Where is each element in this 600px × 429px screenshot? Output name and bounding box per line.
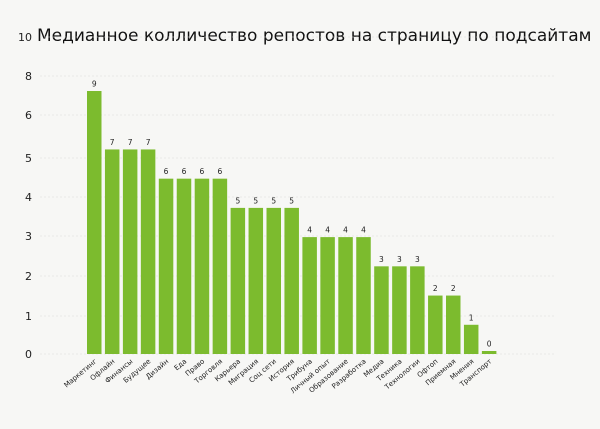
- data-label: 5: [289, 196, 294, 205]
- bar: [481, 351, 497, 354]
- data-label: 3: [415, 255, 420, 264]
- bar: [338, 237, 353, 354]
- bar: [374, 266, 389, 354]
- y-tick-label: 4: [25, 191, 32, 204]
- data-label: 6: [218, 167, 223, 176]
- data-label: 3: [379, 255, 384, 264]
- data-label: 4: [343, 226, 348, 235]
- bar: [446, 295, 461, 354]
- bar: [230, 207, 246, 354]
- data-label: 4: [307, 226, 312, 235]
- data-label: 2: [451, 284, 456, 293]
- bar: [392, 266, 407, 354]
- bars: [87, 91, 497, 354]
- y-tick-label: 3: [25, 230, 32, 243]
- data-labels: 9 7 7 7 6 6 6 6 5 5 5 5 4 4 4 4 3 3 3 2 2 1 0: [92, 80, 492, 349]
- data-label: 6: [164, 167, 169, 176]
- bar: [356, 237, 371, 354]
- data-label: 6: [182, 167, 187, 176]
- bar: [122, 149, 138, 354]
- bar: [284, 207, 299, 354]
- bar: [428, 295, 443, 354]
- data-label: 0: [487, 340, 492, 349]
- bar: [248, 207, 264, 354]
- data-label: 1: [469, 313, 474, 322]
- data-label: 5: [271, 196, 276, 205]
- y-tick-label: 6: [25, 109, 32, 122]
- data-label: 6: [200, 167, 205, 176]
- data-label: 4: [361, 226, 366, 235]
- data-label: 7: [146, 138, 151, 147]
- y-tick-label: 2: [25, 270, 32, 283]
- y-tick-label: 1: [25, 310, 32, 323]
- data-label: 2: [433, 284, 438, 293]
- bar: [140, 149, 156, 354]
- bar: [266, 207, 281, 354]
- bar: [302, 237, 317, 354]
- data-label: 5: [253, 196, 258, 205]
- bar: [212, 178, 228, 354]
- bar: [104, 149, 120, 354]
- bar: [87, 91, 102, 354]
- y-tick-label: 5: [25, 152, 32, 165]
- data-label: 3: [397, 255, 402, 264]
- bar: [410, 266, 425, 354]
- bar: [463, 324, 479, 354]
- y-tick-label: 10: [18, 31, 32, 44]
- y-tick-label: 0: [25, 348, 32, 361]
- y-axis: 0 1 2 3 4 5 6 8 10: [18, 31, 32, 361]
- bar: [194, 178, 210, 354]
- data-label: 5: [235, 196, 240, 205]
- chart-title: Медианное колличество репостов на страни…: [37, 26, 591, 46]
- bar: [176, 178, 192, 354]
- data-label: 4: [325, 226, 330, 235]
- bar: [320, 237, 335, 354]
- y-tick-label: 8: [25, 70, 32, 83]
- bar: [158, 178, 174, 354]
- data-label: 7: [128, 138, 133, 147]
- data-label: 9: [92, 80, 97, 89]
- data-label: 7: [110, 138, 115, 147]
